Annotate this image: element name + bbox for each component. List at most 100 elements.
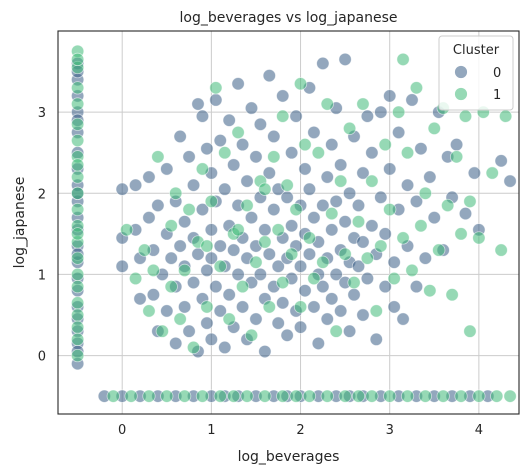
data-point-cluster-1 (405, 263, 419, 277)
data-point-cluster-0 (267, 202, 281, 217)
data-point-cluster-1 (325, 206, 339, 221)
data-point-cluster-0 (204, 223, 218, 237)
data-point-cluster-1 (244, 328, 259, 342)
data-point-cluster-0 (267, 129, 281, 144)
data-point-cluster-0 (213, 304, 227, 318)
data-point-cluster-0 (276, 296, 290, 310)
data-point-cluster-1 (334, 174, 348, 188)
y-axis-label: log_japanese (12, 177, 28, 269)
data-point-cluster-0 (414, 142, 428, 156)
data-point-cluster-0 (164, 251, 178, 265)
data-point-cluster-0 (213, 133, 227, 148)
data-point-cluster-1 (231, 223, 245, 237)
data-point-cluster-0 (347, 288, 361, 302)
data-point-cluster-1 (436, 389, 450, 403)
data-point-cluster-0 (262, 69, 276, 83)
data-point-cluster-1 (418, 389, 432, 403)
data-point-cluster-0 (227, 243, 241, 257)
data-point-cluster-1 (124, 389, 138, 403)
data-point-cluster-0 (280, 328, 294, 342)
data-point-cluster-1 (240, 389, 254, 403)
data-point-cluster-1 (378, 138, 392, 152)
data-point-cluster-1 (213, 259, 227, 273)
data-point-cluster-0 (338, 215, 352, 229)
data-point-cluster-1 (182, 202, 196, 217)
data-point-cluster-0 (409, 280, 424, 294)
y-tick-label: 2 (38, 187, 46, 202)
data-point-cluster-0 (133, 292, 147, 306)
data-point-cluster-0 (298, 284, 312, 298)
data-point-cluster-1 (195, 162, 210, 176)
data-point-cluster-1 (71, 348, 85, 363)
data-point-cluster-0 (307, 125, 321, 140)
data-point-cluster-0 (218, 182, 232, 196)
data-point-cluster-1 (71, 117, 85, 131)
data-point-cluster-1 (369, 304, 383, 318)
data-point-cluster-1 (472, 389, 486, 403)
data-point-cluster-0 (235, 300, 250, 314)
data-point-cluster-0 (316, 198, 330, 213)
data-point-cluster-1 (289, 389, 303, 403)
legend-title: Cluster (453, 43, 500, 58)
data-point-cluster-0 (392, 125, 406, 140)
data-point-cluster-1 (449, 150, 464, 164)
data-point-cluster-1 (204, 194, 218, 209)
data-point-cluster-0 (128, 178, 143, 192)
x-tick-label: 2 (296, 423, 304, 438)
data-point-cluster-1 (307, 271, 321, 286)
data-point-cluster-0 (423, 170, 437, 184)
data-point-cluster-1 (258, 235, 272, 249)
data-point-cluster-0 (374, 190, 388, 204)
x-tick-label: 1 (207, 423, 215, 438)
data-point-cluster-0 (378, 280, 392, 294)
data-point-cluster-0 (200, 316, 214, 330)
data-point-cluster-1 (302, 389, 317, 403)
data-point-cluster-1 (383, 389, 397, 403)
data-point-cluster-1 (155, 324, 169, 338)
data-point-cluster-1 (414, 219, 428, 233)
data-point-cluster-0 (235, 138, 250, 152)
x-tick-label: 0 (118, 423, 126, 438)
data-point-cluster-0 (276, 89, 290, 103)
data-point-cluster-1 (120, 223, 134, 237)
data-point-cluster-0 (231, 267, 245, 282)
data-point-cluster-0 (316, 280, 330, 294)
data-point-cluster-0 (320, 312, 334, 326)
data-point-cluster-0 (356, 308, 370, 322)
data-point-cluster-1 (142, 389, 156, 403)
data-point-cluster-1 (146, 263, 161, 277)
axis-ticks: 0 1 2 3 4 0 1 2 3 (38, 106, 483, 438)
data-point-cluster-0 (115, 182, 129, 196)
data-point-cluster-0 (253, 267, 268, 282)
data-point-cluster-1 (503, 389, 517, 403)
data-point-cluster-0 (334, 158, 348, 172)
data-point-cluster-0 (302, 247, 317, 261)
data-point-cluster-0 (146, 288, 161, 302)
data-point-cluster-1 (128, 271, 143, 286)
data-point-cluster-1 (71, 320, 85, 334)
data-point-cluster-0 (329, 267, 343, 282)
data-point-cluster-1 (71, 267, 85, 282)
data-point-cluster-0 (374, 105, 388, 119)
data-point-cluster-0 (204, 332, 218, 346)
data-point-cluster-1 (347, 275, 361, 290)
data-point-cluster-0 (405, 93, 419, 107)
data-point-cluster-1 (458, 109, 473, 123)
data-point-cluster-1 (472, 231, 486, 245)
data-point-cluster-1 (351, 389, 366, 403)
data-point-cluster-0 (325, 138, 339, 152)
data-point-cluster-1 (71, 202, 85, 217)
data-point-cluster-1 (423, 284, 437, 298)
data-point-cluster-1 (213, 389, 227, 403)
data-point-cluster-1 (164, 280, 178, 294)
data-point-cluster-0 (325, 223, 339, 237)
data-point-cluster-0 (289, 109, 303, 123)
data-point-cluster-1 (454, 389, 468, 403)
data-point-cluster-0 (311, 336, 325, 351)
data-point-cluster-0 (213, 239, 227, 253)
data-point-cluster-1 (374, 239, 388, 253)
data-point-cluster-0 (418, 251, 432, 265)
data-point-cluster-1 (164, 219, 178, 233)
data-point-cluster-0 (280, 190, 294, 204)
